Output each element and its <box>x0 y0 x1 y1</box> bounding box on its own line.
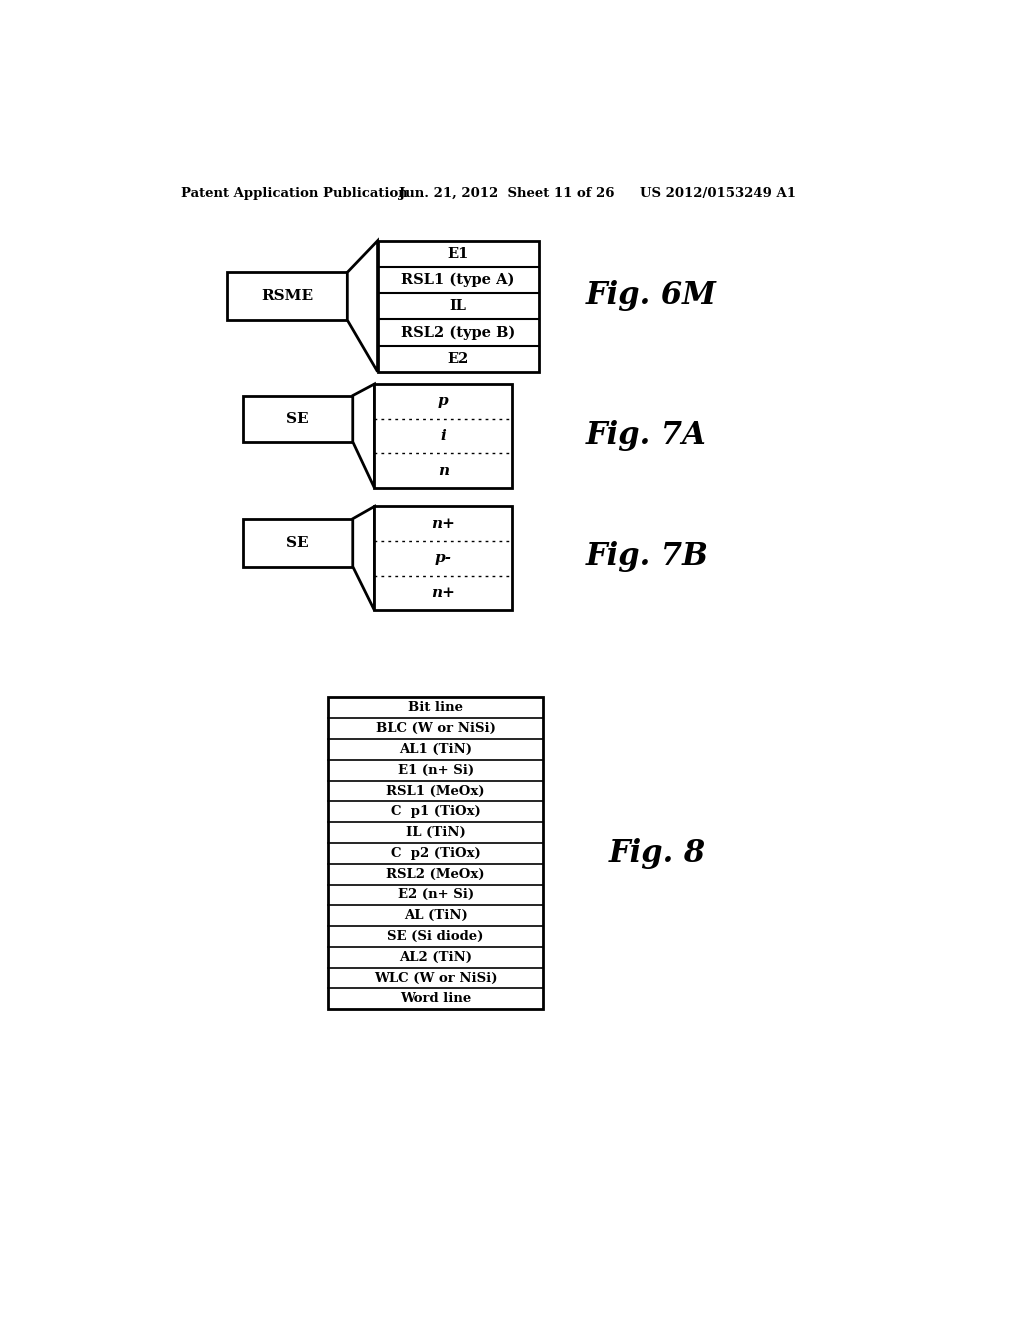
Text: Fig. 8: Fig. 8 <box>608 838 706 869</box>
Text: C  p2 (TiOx): C p2 (TiOx) <box>391 847 480 859</box>
Bar <box>328 697 544 1010</box>
Text: RSL1 (type A): RSL1 (type A) <box>401 273 515 288</box>
Text: n+: n+ <box>431 586 456 601</box>
Text: AL2 (TiN): AL2 (TiN) <box>399 950 472 964</box>
Text: SE: SE <box>287 536 309 549</box>
Polygon shape <box>347 240 378 372</box>
Text: E2: E2 <box>447 351 469 366</box>
Text: WLC (W or NiSi): WLC (W or NiSi) <box>374 972 498 985</box>
Text: RSME: RSME <box>261 289 313 304</box>
Text: SE (Si diode): SE (Si diode) <box>387 931 484 942</box>
Text: SE: SE <box>287 412 309 425</box>
Polygon shape <box>352 384 375 488</box>
Bar <box>227 272 347 321</box>
Text: IL: IL <box>450 300 467 313</box>
Text: AL (TiN): AL (TiN) <box>403 909 468 923</box>
Text: Jun. 21, 2012  Sheet 11 of 26: Jun. 21, 2012 Sheet 11 of 26 <box>399 187 614 201</box>
Text: Fig. 6M: Fig. 6M <box>586 280 716 312</box>
Text: Fig. 7A: Fig. 7A <box>586 420 706 451</box>
Text: p-: p- <box>435 552 452 565</box>
Bar <box>378 240 539 372</box>
Text: Bit line: Bit line <box>409 701 463 714</box>
Text: p: p <box>438 395 449 408</box>
Text: n+: n+ <box>431 516 456 531</box>
Text: RSL2 (type B): RSL2 (type B) <box>401 325 515 339</box>
Text: Word line: Word line <box>400 993 471 1006</box>
Bar <box>375 384 512 488</box>
Polygon shape <box>352 507 375 610</box>
Text: AL1 (TiN): AL1 (TiN) <box>399 743 472 756</box>
Text: i: i <box>440 429 446 444</box>
Text: RSL1 (MeOx): RSL1 (MeOx) <box>386 784 485 797</box>
Text: RSL2 (MeOx): RSL2 (MeOx) <box>386 867 485 880</box>
Bar <box>243 519 352 566</box>
Text: C  p1 (TiOx): C p1 (TiOx) <box>391 805 480 818</box>
Bar <box>375 507 512 610</box>
Text: BLC (W or NiSi): BLC (W or NiSi) <box>376 722 496 735</box>
Bar <box>243 396 352 442</box>
Text: E2 (n+ Si): E2 (n+ Si) <box>397 888 474 902</box>
Text: n: n <box>438 463 449 478</box>
Text: Fig. 7B: Fig. 7B <box>586 541 709 572</box>
Text: Patent Application Publication: Patent Application Publication <box>180 187 408 201</box>
Text: E1: E1 <box>447 247 469 261</box>
Text: US 2012/0153249 A1: US 2012/0153249 A1 <box>640 187 796 201</box>
Text: IL (TiN): IL (TiN) <box>406 826 466 840</box>
Text: E1 (n+ Si): E1 (n+ Si) <box>397 764 474 776</box>
